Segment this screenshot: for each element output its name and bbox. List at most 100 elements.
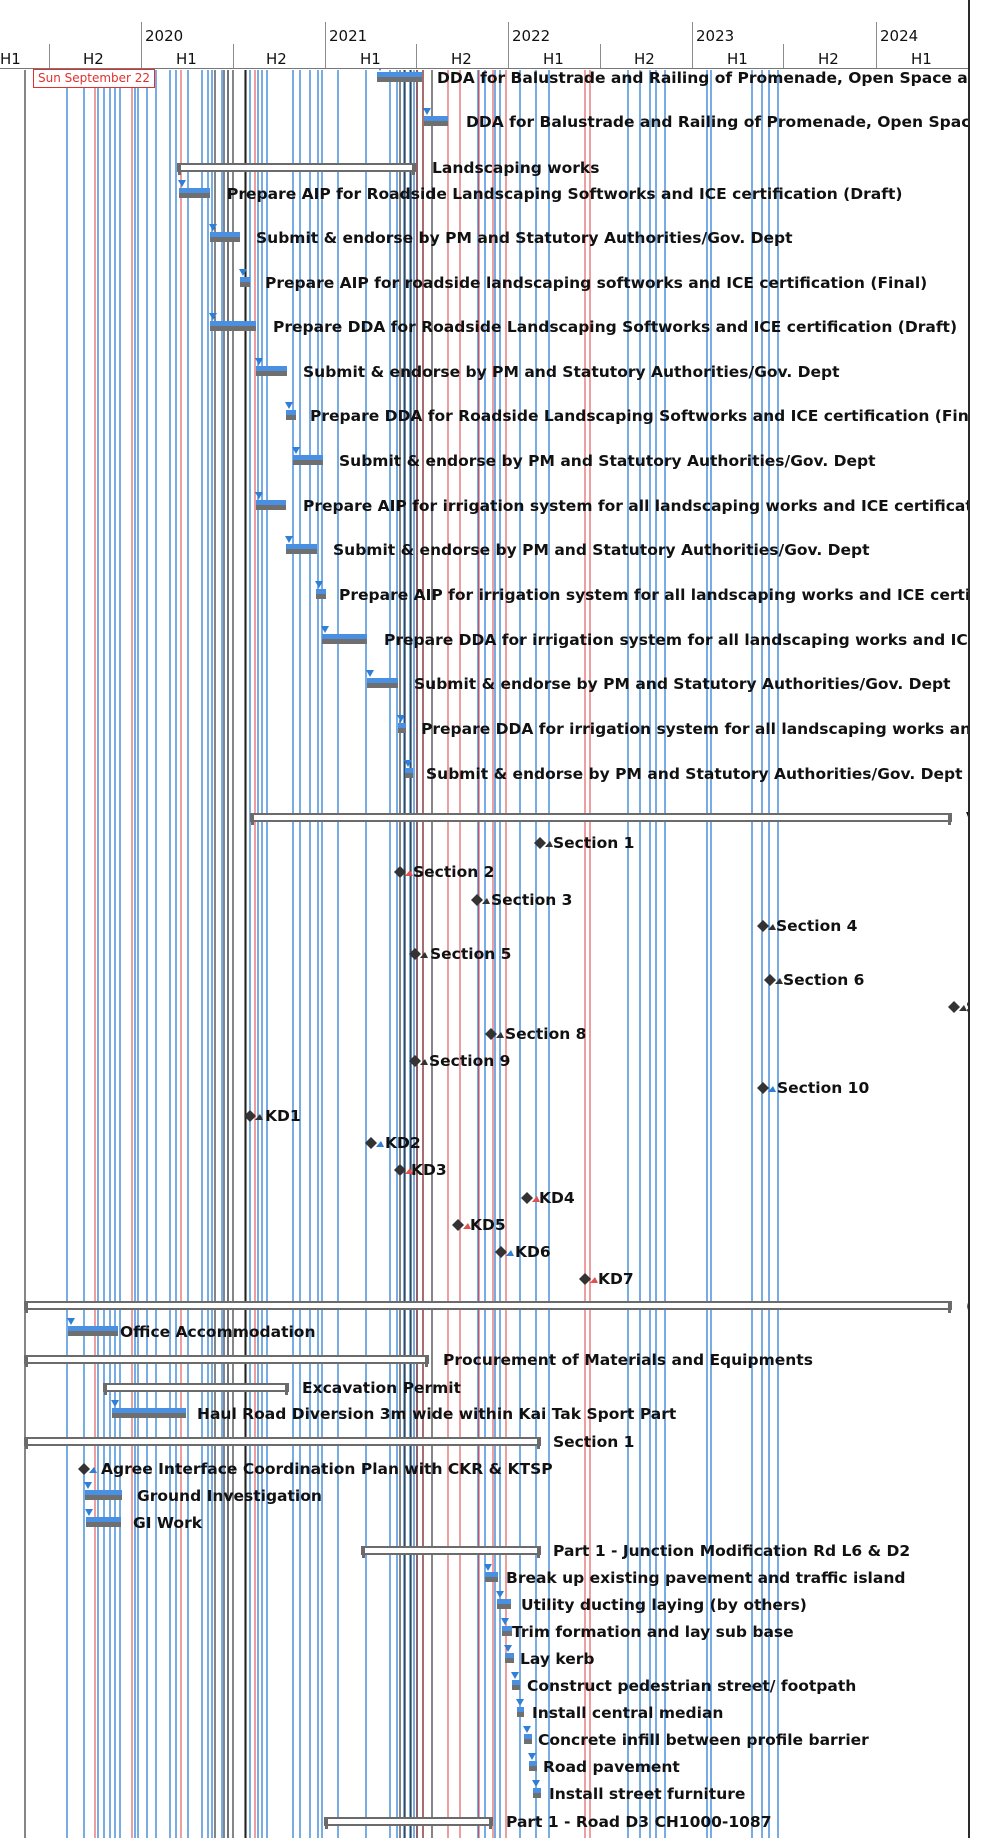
milestone-diamond-icon <box>485 1028 497 1040</box>
gantt-chart-canvas: DDA for Balustrade and Railing of Promen… <box>24 64 968 1838</box>
task-row <box>452 1219 471 1231</box>
task-bar <box>322 634 367 639</box>
task-label: Prepare DDA for Roadside Landscaping Sof… <box>310 407 968 425</box>
task-bar <box>517 1707 524 1712</box>
summary-bar-end-cap <box>948 814 951 825</box>
task-bar <box>210 232 240 237</box>
milestone-arrow-icon <box>768 1086 776 1092</box>
milestone-arrow-icon <box>463 1223 471 1229</box>
milestone-arrow-icon <box>506 1250 514 1256</box>
task-row <box>532 1780 541 1798</box>
milestone-arrow-icon <box>255 1114 263 1120</box>
task-label: Section 4 <box>776 917 858 935</box>
dependency-arrow-icon <box>285 536 293 543</box>
summary-bar-end-cap <box>537 1438 540 1449</box>
task-row <box>365 1137 384 1149</box>
task-label: Section 1 <box>553 834 634 852</box>
baseline-bar <box>240 282 250 287</box>
half-label: H1 <box>176 50 197 68</box>
baseline-bar <box>502 1631 512 1636</box>
summary-bar <box>103 1383 289 1392</box>
task-row <box>111 1400 186 1418</box>
dependency-arrow-icon <box>511 1672 519 1679</box>
task-label: Submit & endorse by PM and Statutory Aut… <box>414 675 951 693</box>
task-label: Ground Investigation <box>137 1487 322 1505</box>
summary-bar-start-cap <box>362 1547 365 1558</box>
half-label: H1 <box>0 50 21 68</box>
task-label: Office Accommodation <box>120 1323 316 1341</box>
task-row <box>528 1753 537 1771</box>
task-label: Section 6 <box>783 971 864 989</box>
milestone-arrow-icon <box>482 898 490 904</box>
baseline-bar <box>377 77 422 82</box>
milestone-diamond-icon <box>495 1246 507 1258</box>
baseline-bar <box>524 1739 532 1744</box>
task-row <box>404 760 413 778</box>
baseline-bar <box>512 1685 520 1690</box>
half-label: H2 <box>451 50 472 68</box>
milestone-arrow-icon <box>768 924 776 930</box>
baseline-bar <box>286 549 317 554</box>
baseline-bar <box>256 505 286 510</box>
dependency-arrow-icon <box>484 1564 492 1571</box>
task-row <box>285 536 317 554</box>
milestone-arrow-icon <box>545 841 553 847</box>
task-row <box>409 1055 428 1067</box>
task-label: ( <box>966 1297 968 1315</box>
task-bar <box>293 455 323 460</box>
task-label: Prepare DDA for irrigation system for al… <box>384 631 968 649</box>
task-label: Part 1 - Road D3 CH1000-1087 <box>506 1813 772 1831</box>
baseline-bar <box>85 1495 122 1500</box>
task-row <box>471 894 490 906</box>
task-label: Submit & endorse by PM and Statutory Aut… <box>333 541 870 559</box>
task-label: Submit & endorse by PM and Statutory Aut… <box>256 229 793 247</box>
dependency-arrow-icon <box>397 715 405 722</box>
task-row <box>423 108 448 126</box>
year-divider <box>508 22 509 68</box>
dependency-arrow-icon <box>209 313 217 320</box>
year-label-2024: 2024 <box>880 27 919 45</box>
baseline-bar <box>529 1766 537 1771</box>
summary-bar <box>324 1817 493 1826</box>
dependency-arrow-icon <box>315 581 323 588</box>
task-bar <box>377 72 422 77</box>
task-label: Section 8 <box>505 1025 586 1043</box>
task-row <box>361 1546 541 1558</box>
task-bar <box>286 544 317 549</box>
task-label: GI Work <box>133 1514 203 1532</box>
task-row <box>534 837 553 849</box>
task-label: Break up existing pavement and traffic i… <box>506 1569 905 1587</box>
task-row <box>24 1301 952 1313</box>
task-label: Prepare AIP for irrigation system for al… <box>303 497 968 515</box>
task-bar <box>316 589 326 594</box>
dependency-arrow-icon <box>532 1780 540 1787</box>
task-bar <box>85 1490 122 1495</box>
task-row <box>239 269 250 287</box>
milestone-diamond-icon <box>78 1463 90 1475</box>
summary-bar-start-cap <box>25 1438 28 1449</box>
milestone-diamond-icon <box>409 1055 421 1067</box>
task-bar <box>533 1788 541 1793</box>
milestone-arrow-icon <box>405 870 413 876</box>
task-row <box>511 1672 520 1690</box>
task-row <box>24 1437 541 1449</box>
task-row <box>255 492 286 510</box>
half-label: H2 <box>818 50 839 68</box>
task-bar <box>529 1761 537 1766</box>
task-row <box>292 447 323 465</box>
dependency-arrow-icon <box>528 1753 536 1760</box>
task-label: Procurement of Materials and Equipments <box>443 1351 813 1369</box>
summary-bar <box>250 813 952 822</box>
dependency-arrow-icon <box>111 1400 119 1407</box>
task-row <box>516 1699 524 1717</box>
task-row <box>501 1618 512 1636</box>
task-row <box>366 670 398 688</box>
task-bar <box>240 277 250 282</box>
milestone-arrow-icon <box>959 1005 967 1011</box>
task-bar <box>405 768 413 773</box>
task-label: Install street furniture <box>549 1785 745 1803</box>
task-bar <box>524 1734 532 1739</box>
milestone-diamond-icon <box>394 1164 406 1176</box>
half-divider <box>783 44 784 68</box>
baseline-bar <box>86 1522 121 1527</box>
